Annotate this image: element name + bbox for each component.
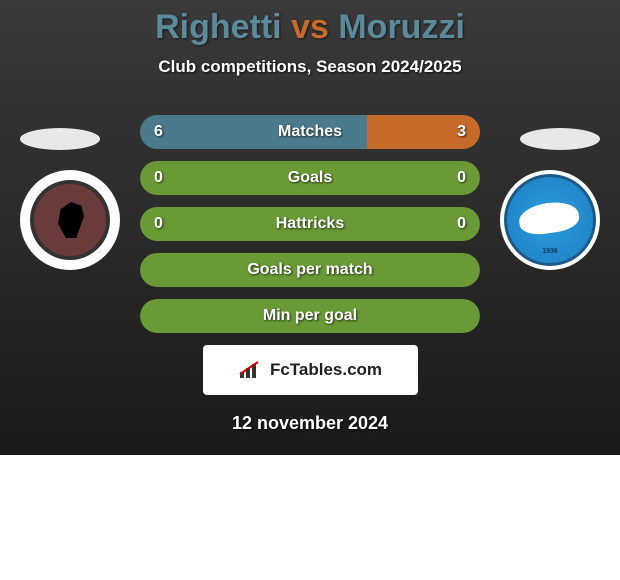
right-marker-ellipse — [520, 128, 600, 150]
left-marker-ellipse — [20, 128, 100, 150]
comparison-card: Righetti vs Moruzzi Club competitions, S… — [0, 0, 620, 455]
stat-row: 0 Goals 0 — [140, 161, 480, 195]
player-1-name: Righetti — [155, 8, 282, 46]
stat-label: Goals per match — [140, 253, 480, 287]
chart-icon — [238, 360, 264, 380]
stat-value-right: 3 — [457, 115, 466, 149]
stat-value-right: 0 — [457, 161, 466, 195]
stat-label: Min per goal — [140, 299, 480, 333]
stat-row: 6 Matches 3 — [140, 115, 480, 149]
stat-label: Goals — [140, 161, 480, 195]
page-title: Righetti vs Moruzzi — [0, 8, 620, 47]
stat-row: Min per goal — [140, 299, 480, 333]
stat-label: Matches — [140, 115, 480, 149]
stats-bars: 6 Matches 3 0 Goals 0 0 Hattricks 0 Goal… — [140, 115, 480, 333]
club-badge-right — [500, 170, 600, 270]
club-badge-right-inner — [504, 174, 596, 266]
stat-row: 0 Hattricks 0 — [140, 207, 480, 241]
date-label: 12 november 2024 — [0, 413, 620, 434]
player-2-name: Moruzzi — [338, 8, 465, 46]
watermark-text: FcTables.com — [270, 360, 382, 380]
stat-value-right: 0 — [457, 207, 466, 241]
club-badge-left — [20, 170, 120, 270]
stat-row: Goals per match — [140, 253, 480, 287]
watermark: FcTables.com — [203, 345, 418, 395]
stat-label: Hattricks — [140, 207, 480, 241]
vs-separator: vs — [291, 8, 329, 46]
club-badge-left-inner — [30, 180, 110, 260]
subtitle: Club competitions, Season 2024/2025 — [0, 57, 620, 77]
